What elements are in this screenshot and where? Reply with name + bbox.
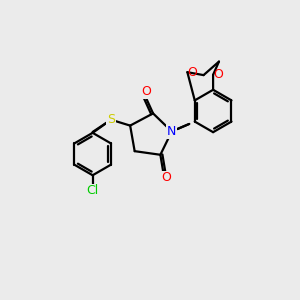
Text: N: N — [167, 125, 176, 138]
Text: S: S — [107, 113, 115, 126]
Text: O: O — [188, 66, 198, 79]
Text: Cl: Cl — [86, 184, 99, 197]
Text: O: O — [213, 68, 223, 81]
Text: O: O — [161, 171, 171, 184]
Text: O: O — [141, 85, 151, 98]
